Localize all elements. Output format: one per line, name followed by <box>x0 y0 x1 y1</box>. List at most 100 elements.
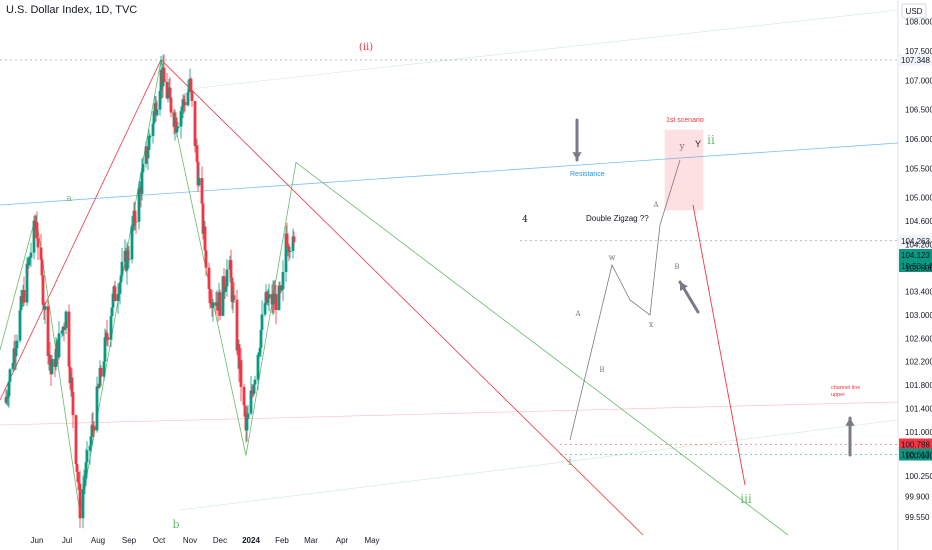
candle-body <box>116 294 120 302</box>
x-tick-label: Sep <box>122 536 137 545</box>
channel-line-upper <box>179 9 899 91</box>
candle-body <box>130 226 134 260</box>
candle-body <box>102 361 106 377</box>
candle-body <box>60 330 64 334</box>
candle-body <box>48 354 52 365</box>
wave-label-B3: B <box>674 263 679 271</box>
wave-label-iii: iii <box>740 492 752 506</box>
candle-body <box>197 178 201 186</box>
candle-body <box>263 303 267 315</box>
y-tick-label: 104.200 <box>905 240 932 249</box>
candle-body <box>76 471 80 483</box>
price-badge-100617-bg <box>899 448 932 461</box>
x-tick-label: 2024 <box>242 536 260 545</box>
candle-body <box>7 381 11 397</box>
candle-body <box>50 359 54 375</box>
candle-body <box>243 405 247 417</box>
candle-body <box>35 222 39 239</box>
candle-body <box>22 290 26 303</box>
candle-body <box>99 367 103 377</box>
candle-body <box>141 163 145 173</box>
candle-body <box>186 92 190 106</box>
candle-body <box>284 233 288 273</box>
candle-body <box>120 261 124 276</box>
candle-body <box>84 462 88 479</box>
candle-body <box>75 464 79 472</box>
candle-body <box>82 483 86 490</box>
y-tick-label: 103.400 <box>905 287 932 296</box>
candle-body <box>292 236 296 243</box>
scenario-label: 1st scenario <box>666 117 704 124</box>
candle-body <box>36 238 40 248</box>
x-tick-label: Oct <box>153 536 166 545</box>
candle-body <box>88 445 92 451</box>
x-tick-label: Aug <box>91 536 105 545</box>
candle-body <box>15 340 19 349</box>
candle-body <box>250 390 254 393</box>
candle-body <box>131 226 135 227</box>
wave-label-i: i <box>568 455 572 468</box>
y-tick-label: 99.550 <box>905 513 930 522</box>
candle-body <box>78 483 82 519</box>
candle-body <box>218 292 222 316</box>
currency-badge[interactable] <box>901 3 927 19</box>
candle-body <box>221 276 225 316</box>
candle-body <box>89 436 93 446</box>
candle-body <box>32 220 36 253</box>
candle-body <box>203 226 207 251</box>
wave-label-A2: A <box>652 201 659 209</box>
wave-label-ii: ii <box>707 133 715 147</box>
y-tick-label: 101.400 <box>905 405 932 414</box>
candle-body <box>285 233 289 246</box>
candle-body <box>11 362 15 370</box>
candle-body <box>208 288 212 304</box>
y-tick-label: 105.000 <box>905 194 932 203</box>
candle-body <box>39 247 43 260</box>
candle-body <box>166 92 170 99</box>
scenario-box <box>664 129 704 211</box>
candle-body <box>154 103 158 116</box>
candle-body <box>97 385 101 389</box>
candle-body <box>277 285 281 310</box>
y-tick-label: 102.200 <box>905 358 932 367</box>
candle-body <box>64 311 68 329</box>
y-tick-label: 99.900 <box>905 493 930 502</box>
wave-label-A: A <box>574 310 581 318</box>
candle-body <box>249 390 253 414</box>
candle-body <box>288 250 292 253</box>
candle-body <box>81 489 85 519</box>
candle-body <box>274 294 278 310</box>
y-tick-label: 107.000 <box>905 76 932 85</box>
y-tick-label: 101.800 <box>905 381 932 390</box>
candle-body <box>95 386 99 431</box>
candle-body <box>222 276 226 293</box>
candle-body <box>152 111 156 124</box>
wave-label-B: B <box>599 366 604 374</box>
candle-body <box>117 293 121 295</box>
y-tick-label: 103.000 <box>905 311 932 320</box>
candle-body <box>71 392 75 416</box>
candle-body <box>235 299 239 351</box>
price-badge-100617: 100.617 <box>901 451 930 460</box>
up-arrow-head <box>845 418 855 426</box>
x-tick-label: Jul <box>62 536 72 545</box>
candle-body <box>109 316 113 340</box>
candle-body <box>237 344 241 369</box>
candle-body <box>68 366 72 384</box>
candle-body <box>14 348 18 357</box>
wave-label-b: b <box>172 518 179 531</box>
wave-label-y: y <box>678 142 685 152</box>
candle-body <box>28 257 32 259</box>
candle-body <box>232 295 236 300</box>
x-tick-label: Feb <box>275 536 289 545</box>
candle-body <box>25 263 29 303</box>
candle-body <box>196 161 200 186</box>
candle-body <box>256 354 260 380</box>
candle-body <box>230 277 234 302</box>
candle-body <box>92 426 96 431</box>
x-tick-label: Dec <box>213 536 227 545</box>
candle-body <box>113 286 117 302</box>
wave-label-ii-paren: (ii) <box>359 42 373 53</box>
